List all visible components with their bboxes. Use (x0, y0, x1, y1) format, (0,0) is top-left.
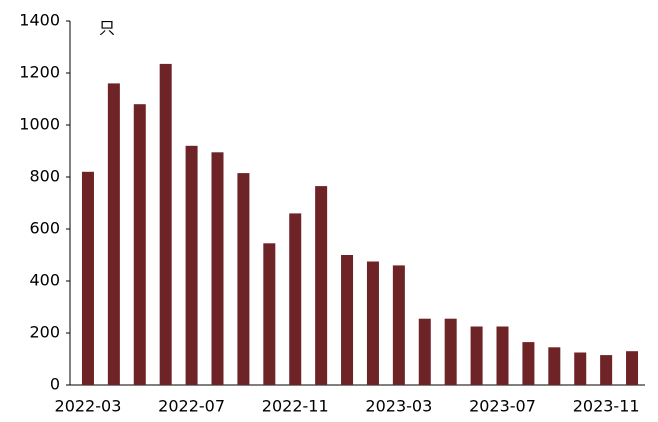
x-tick-label: 2023-07 (469, 397, 536, 416)
bar (263, 243, 276, 385)
y-tick-label: 0 (50, 375, 60, 394)
bar (185, 145, 198, 385)
bar (600, 355, 613, 385)
bar (626, 351, 639, 385)
bar (366, 261, 379, 385)
y-tick-label: 1400 (19, 11, 60, 30)
bar (237, 173, 250, 385)
bar (289, 213, 302, 385)
unit-label: 只 (99, 19, 115, 38)
bar (159, 63, 172, 386)
y-tick-label: 800 (29, 167, 60, 186)
y-tick-label: 1000 (19, 115, 60, 134)
bar (315, 186, 328, 385)
x-tick-label: 2023-03 (365, 397, 432, 416)
y-tick-label: 1200 (19, 63, 60, 82)
bar (392, 265, 405, 385)
bar (211, 152, 224, 385)
x-tick-label: 2022-11 (262, 397, 329, 416)
bar (133, 104, 146, 385)
bar (418, 318, 431, 385)
y-tick-label: 400 (29, 271, 60, 290)
y-tick-label: 200 (29, 323, 60, 342)
x-tick-label: 2022-03 (55, 397, 122, 416)
bar (341, 255, 354, 385)
bar (548, 347, 561, 385)
x-tick-label: 2023-11 (573, 397, 640, 416)
x-tick-label: 2022-07 (158, 397, 225, 416)
bar (470, 326, 483, 385)
bar (522, 342, 535, 385)
bar (496, 326, 509, 385)
bar (574, 352, 587, 385)
bar (81, 171, 94, 385)
bar (444, 318, 457, 385)
bar (107, 83, 120, 386)
y-tick-label: 600 (29, 219, 60, 238)
